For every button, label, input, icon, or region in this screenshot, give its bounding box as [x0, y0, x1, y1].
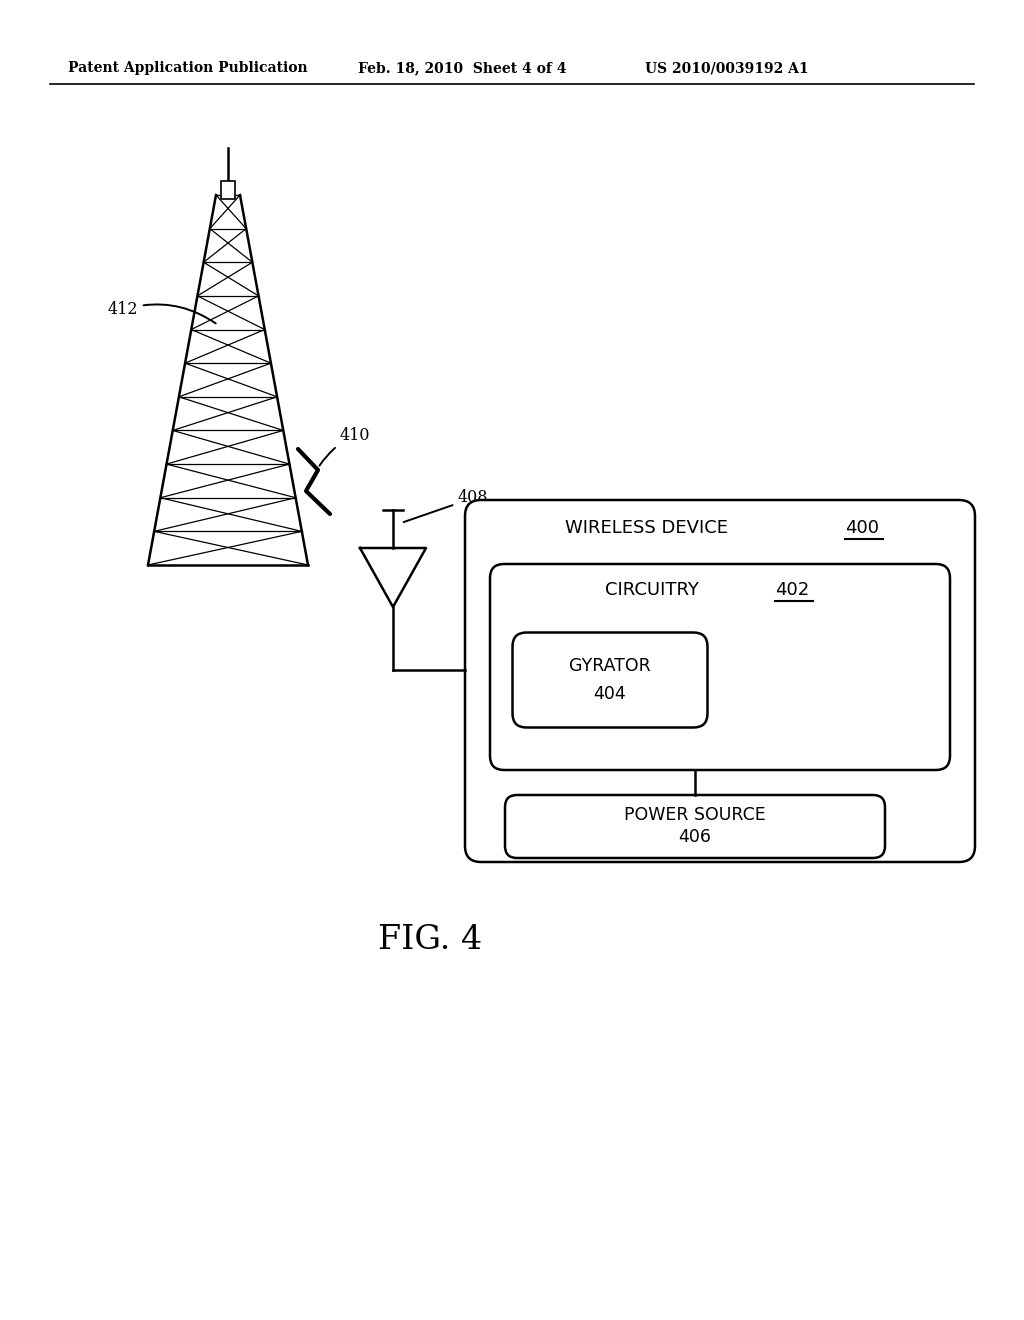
Text: POWER SOURCE: POWER SOURCE: [624, 807, 766, 825]
Text: 400: 400: [845, 519, 879, 537]
Text: FIG. 4: FIG. 4: [378, 924, 482, 956]
Text: 410: 410: [319, 426, 371, 466]
Text: Feb. 18, 2010  Sheet 4 of 4: Feb. 18, 2010 Sheet 4 of 4: [358, 61, 566, 75]
Text: WIRELESS DEVICE: WIRELESS DEVICE: [565, 519, 728, 537]
Polygon shape: [360, 548, 426, 607]
Text: Patent Application Publication: Patent Application Publication: [68, 61, 307, 75]
FancyBboxPatch shape: [512, 632, 708, 727]
FancyBboxPatch shape: [505, 795, 885, 858]
Polygon shape: [148, 195, 308, 565]
FancyBboxPatch shape: [490, 564, 950, 770]
Text: CIRCUITRY: CIRCUITRY: [605, 581, 698, 599]
Text: US 2010/0039192 A1: US 2010/0039192 A1: [645, 61, 809, 75]
Text: 402: 402: [775, 581, 809, 599]
FancyBboxPatch shape: [465, 500, 975, 862]
Text: 404: 404: [594, 685, 627, 704]
Text: 408: 408: [403, 490, 488, 523]
Text: GYRATOR: GYRATOR: [569, 657, 651, 675]
Bar: [221, 181, 234, 199]
Text: 412: 412: [108, 301, 216, 323]
Text: 406: 406: [679, 829, 712, 846]
